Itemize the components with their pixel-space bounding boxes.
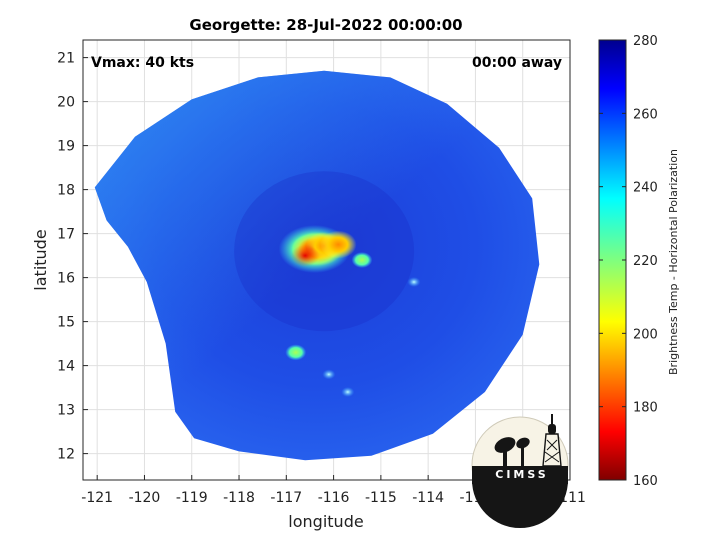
- colorbar-tick-label: 260: [633, 107, 658, 122]
- colorbar: [598, 39, 627, 481]
- y-axis-label: latitude: [31, 229, 50, 290]
- convective-feature: [290, 244, 320, 267]
- colorbar-tick-label: 280: [633, 34, 658, 49]
- x-tick-label: -116: [318, 490, 350, 506]
- plot-axes-frame: [82, 39, 571, 481]
- y-tick-label: 15: [57, 315, 75, 331]
- vmax-annotation: Vmax: 40 kts: [91, 55, 194, 71]
- x-axis-label: longitude: [288, 512, 363, 531]
- x-tick-label: -121: [81, 490, 113, 506]
- y-tick-label: 14: [57, 359, 75, 375]
- convective-feature: [322, 369, 336, 380]
- convective-feature: [320, 230, 357, 259]
- x-tick-label: -117: [270, 490, 302, 506]
- colorbar-tick-label: 220: [633, 254, 658, 269]
- colorbar-tick-label: 160: [633, 474, 658, 489]
- cimss-logo-text: CIMSS: [495, 468, 548, 481]
- colorbar-scale: [598, 39, 627, 481]
- y-tick-label: 21: [57, 51, 75, 67]
- x-tick-label: -119: [176, 490, 208, 506]
- y-axis-ticks: 12 13 14 15 16 17 18 19 20 21: [57, 51, 88, 463]
- away-annotation: 00:00 away: [472, 55, 562, 71]
- colorbar-ticks: 160 180 200 220 240 260 280: [599, 34, 658, 489]
- convective-feature: [351, 252, 373, 268]
- cimss-logo: CIMSS: [471, 414, 569, 528]
- convective-feature: [341, 387, 355, 397]
- colorbar-tick-label: 240: [633, 181, 658, 196]
- y-tick-label: 19: [57, 139, 75, 155]
- chart-title: Georgette: 28-Jul-2022 00:00:00: [189, 16, 462, 34]
- convective-feature: [285, 344, 307, 361]
- x-tick-label: -114: [412, 490, 444, 506]
- convective-feature: [407, 277, 421, 287]
- data-swath: [94, 70, 540, 461]
- y-tick-label: 13: [57, 403, 75, 419]
- y-tick-label: 18: [57, 183, 75, 199]
- x-tick-label: -118: [223, 490, 255, 506]
- colorbar-tick-label: 180: [633, 401, 658, 416]
- y-tick-label: 17: [57, 227, 75, 243]
- y-tick-label: 12: [57, 447, 75, 463]
- y-tick-label: 16: [57, 271, 75, 287]
- x-tick-label: -120: [129, 490, 161, 506]
- x-tick-label: -115: [365, 490, 397, 506]
- colorbar-label: Brightness Temp - Horizontal Polarizatio…: [667, 149, 680, 375]
- y-tick-label: 20: [57, 95, 75, 111]
- colorbar-tick-label: 200: [633, 327, 658, 342]
